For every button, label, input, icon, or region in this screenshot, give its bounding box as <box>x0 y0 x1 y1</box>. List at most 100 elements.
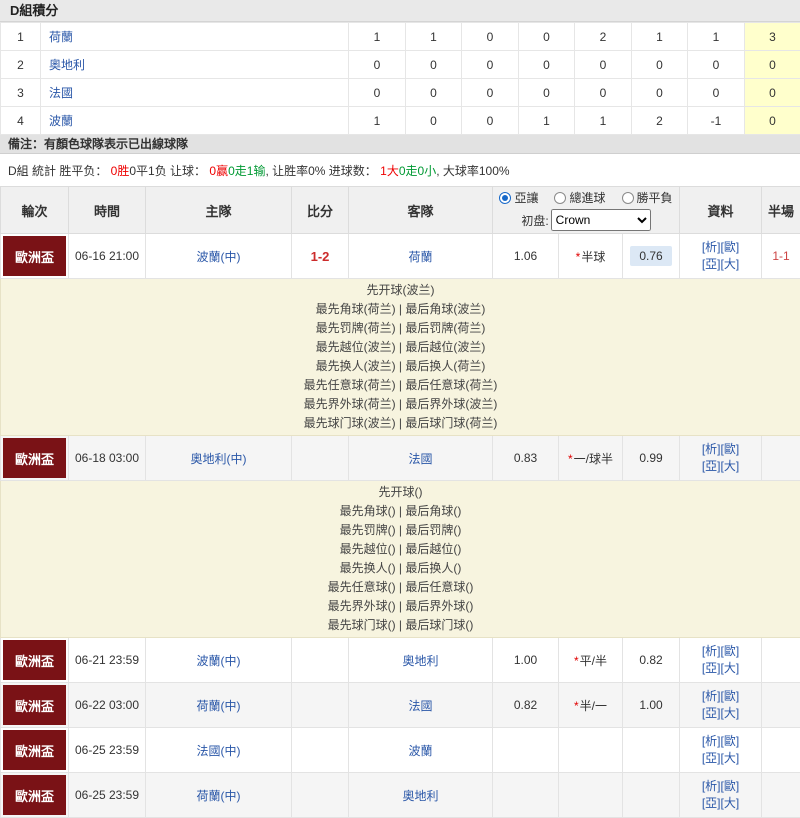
stat-cell: 0 <box>632 51 688 79</box>
info-link-analysis[interactable]: [析] <box>702 442 721 456</box>
info-link-analysis[interactable]: [析] <box>702 240 721 254</box>
away-cell: 奧地利 <box>349 638 493 683</box>
team-link[interactable]: 荷蘭 <box>49 30 73 44</box>
info-link-asia-odds[interactable]: [亞] <box>702 796 721 810</box>
rank-cell: 4 <box>1 107 41 135</box>
radio-asian-handicap[interactable]: 亞讓 <box>499 189 538 206</box>
radio-win-draw-lose[interactable]: 勝平負 <box>622 189 673 206</box>
info-link-over-under[interactable]: [大] <box>721 751 740 765</box>
half-cell <box>762 436 800 481</box>
away-odds-cell <box>623 773 680 818</box>
stat-cell: 1 <box>406 23 462 51</box>
home-team-link[interactable]: 波蘭(中) <box>197 654 241 668</box>
team-link[interactable]: 法國 <box>49 86 73 100</box>
home-team-link[interactable]: 波蘭(中) <box>197 250 241 264</box>
home-odds: 1.00 <box>493 638 559 683</box>
away-team-link[interactable]: 荷蘭 <box>408 250 432 264</box>
info-link-euro-odds[interactable]: [歐] <box>721 442 740 456</box>
handicap-cell: *平/半 <box>559 638 623 683</box>
stat-cell: -1 <box>688 107 745 135</box>
away-team-link[interactable]: 奧地利 <box>402 789 438 803</box>
home-team-link[interactable]: 荷蘭(中) <box>197 789 241 803</box>
stat-cell: 2 <box>575 23 632 51</box>
home-team-link[interactable]: 法國(中) <box>197 744 241 758</box>
stat-segment: , 让胜率0% 进球数： <box>265 162 380 179</box>
bookmaker-select[interactable]: Crown <box>551 209 651 231</box>
points-cell: 3 <box>745 23 800 51</box>
match-details-row: 先开球()最先角球() | 最后角球()最先罚牌() | 最后罚牌()最先越位(… <box>1 481 800 638</box>
info-link-euro-odds[interactable]: [歐] <box>721 689 740 703</box>
home-cell: 波蘭(中) <box>146 234 292 279</box>
score-cell <box>292 638 349 683</box>
home-team-link[interactable]: 奧地利(中) <box>191 452 247 466</box>
info-link-over-under[interactable]: [大] <box>721 661 740 675</box>
handicap-cell <box>559 773 623 818</box>
team-cell: 荷蘭 <box>41 23 349 51</box>
away-team-link[interactable]: 法國 <box>408 699 432 713</box>
away-team-link[interactable]: 奧地利 <box>402 654 438 668</box>
away-cell: 波蘭 <box>349 728 493 773</box>
stat-segment: , 大球率100% <box>436 162 509 179</box>
info-link-asia-odds[interactable]: [亞] <box>702 257 721 271</box>
handicap-text: 半/一 <box>580 699 607 713</box>
away-team-link[interactable]: 法國 <box>408 452 432 466</box>
detail-line: 最先角球() | 最后角球() <box>1 502 800 521</box>
info-link-analysis[interactable]: [析] <box>702 734 721 748</box>
info-link-analysis[interactable]: [析] <box>702 644 721 658</box>
info-link-over-under[interactable]: [大] <box>721 706 740 720</box>
radio-total-goals[interactable]: 總進球 <box>554 189 605 206</box>
points-cell: 0 <box>745 51 800 79</box>
away-cell: 荷蘭 <box>349 234 493 279</box>
info-link-asia-odds[interactable]: [亞] <box>702 706 721 720</box>
info-link-euro-odds[interactable]: [歐] <box>721 779 740 793</box>
points-cell: 0 <box>745 79 800 107</box>
match-time: 06-18 03:00 <box>69 436 146 481</box>
stat-cell: 0 <box>406 79 462 107</box>
info-link-analysis[interactable]: [析] <box>702 779 721 793</box>
score-cell <box>292 728 349 773</box>
info-link-over-under[interactable]: [大] <box>721 459 740 473</box>
info-cell: [析][歐][亞][大] <box>680 728 762 773</box>
info-link-over-under[interactable]: [大] <box>721 257 740 271</box>
info-link-over-under[interactable]: [大] <box>721 796 740 810</box>
away-team-link[interactable]: 波蘭 <box>408 744 432 758</box>
radio-label: 勝平負 <box>637 189 673 206</box>
detail-line: 最先越位(波兰) | 最后越位(波兰) <box>1 338 800 357</box>
info-link-asia-odds[interactable]: [亞] <box>702 459 721 473</box>
away-odds-cell <box>623 728 680 773</box>
stat-cell: 0 <box>349 79 406 107</box>
info-links-line: [亞][大] <box>681 660 760 677</box>
col-header-home: 主隊 <box>146 187 292 234</box>
away-odds: 0.99 <box>639 451 662 465</box>
stat-cell: 0 <box>632 79 688 107</box>
away-cell: 法國 <box>349 683 493 728</box>
team-cell: 波蘭 <box>41 107 349 135</box>
team-link[interactable]: 奧地利 <box>49 58 85 72</box>
round-cell: 歐洲盃 <box>1 638 69 683</box>
round-badge: 歐洲盃 <box>3 236 66 276</box>
rank-cell: 2 <box>1 51 41 79</box>
info-link-euro-odds[interactable]: [歐] <box>721 240 740 254</box>
team-link[interactable]: 波蘭 <box>49 114 73 128</box>
radio-label: 亞讓 <box>514 189 538 206</box>
info-cell: [析][歐][亞][大] <box>680 638 762 683</box>
info-link-asia-odds[interactable]: [亞] <box>702 661 721 675</box>
info-link-euro-odds[interactable]: [歐] <box>721 734 740 748</box>
standings-title: D組積分 <box>0 0 800 22</box>
home-team-link[interactable]: 荷蘭(中) <box>197 699 241 713</box>
info-links-line: [析][歐] <box>681 733 760 750</box>
info-link-asia-odds[interactable]: [亞] <box>702 751 721 765</box>
info-link-euro-odds[interactable]: [歐] <box>721 644 740 658</box>
info-cell: [析][歐][亞][大] <box>680 234 762 279</box>
handicap-cell: *半/一 <box>559 683 623 728</box>
stat-segment: 0胜 <box>111 162 130 179</box>
handicap-star-icon: * <box>574 654 579 668</box>
info-link-analysis[interactable]: [析] <box>702 689 721 703</box>
info-links-line: [析][歐] <box>681 778 760 795</box>
stat-cell: 0 <box>406 51 462 79</box>
